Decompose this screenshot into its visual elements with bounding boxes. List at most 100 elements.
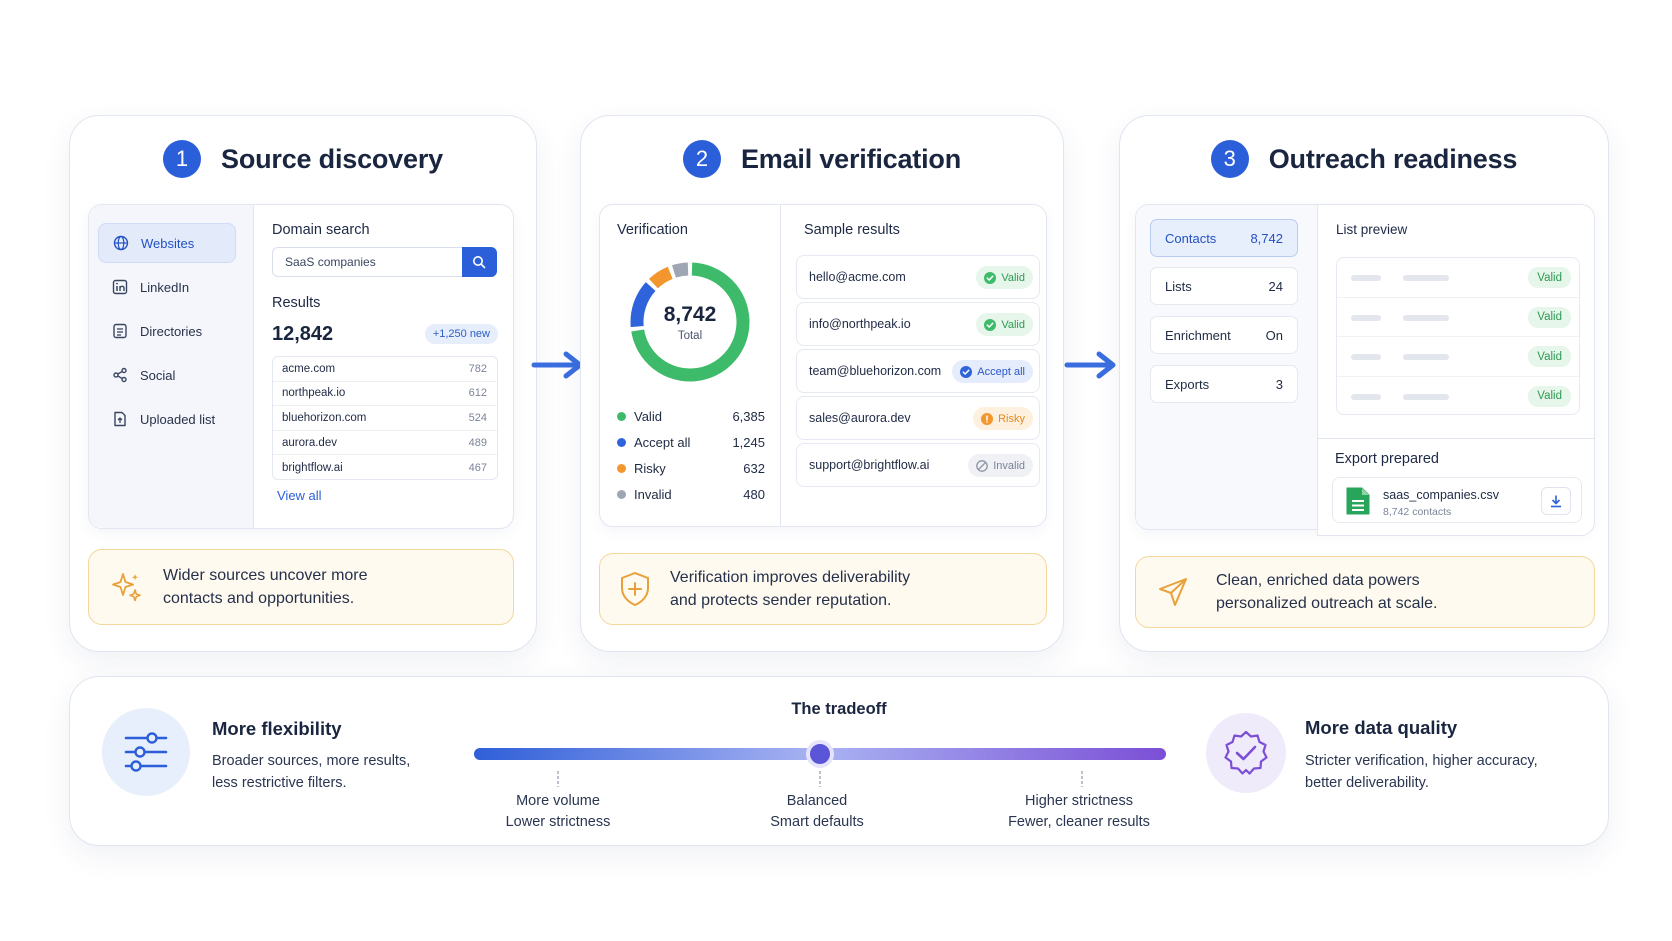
right-title: More data quality xyxy=(1305,717,1458,738)
step-outreach-readiness: 3 Outreach readiness Contacts 8,742 Lists 2… xyxy=(1119,115,1609,652)
stat-label: Lists xyxy=(1165,278,1192,294)
donut-slice xyxy=(648,266,673,289)
list-preview-row: Valid xyxy=(1337,298,1579,337)
status-label: Invalid xyxy=(993,459,1025,472)
list-preview-row: Valid xyxy=(1337,377,1579,417)
donut-total: 8,742 xyxy=(663,303,717,326)
status-badge: Invalid xyxy=(968,454,1033,477)
legend-item: Valid 6,385 xyxy=(617,403,765,429)
legend-value: 480 xyxy=(743,486,765,502)
domain-row[interactable]: brightflow.ai 467 xyxy=(273,455,497,480)
verification-label: Verification xyxy=(617,222,688,238)
upload-file-icon xyxy=(114,411,126,427)
sample-email: team@bluehorizon.com xyxy=(809,364,942,378)
status-label: Valid xyxy=(1001,318,1025,331)
domain-count: 524 xyxy=(468,411,487,424)
donut-slice xyxy=(630,282,656,328)
view-all-link[interactable]: View all xyxy=(277,488,322,503)
donut-slice xyxy=(672,262,689,278)
note-line: personalized outreach at scale. xyxy=(1216,595,1438,612)
slider-thumb[interactable] xyxy=(806,740,834,768)
share-icon xyxy=(113,367,127,383)
placeholder-bar xyxy=(1403,393,1449,400)
scale-label-balanced: Balanced Smart defaults xyxy=(717,791,917,833)
note-text: Wider sources uncover more contacts and … xyxy=(163,564,368,610)
donut-chart xyxy=(630,262,750,382)
scale-label-volume: More volume Lower strictness xyxy=(458,791,658,833)
legend-dot xyxy=(617,463,626,473)
domain-row[interactable]: bluehorizon.com 524 xyxy=(273,406,497,431)
placeholder-bar xyxy=(1403,354,1449,360)
source-nav: Websites LinkedIn Directories Social Upl… xyxy=(89,205,254,528)
stat-value: 24 xyxy=(1268,278,1283,294)
scale-label-line: More volume xyxy=(516,793,600,809)
list-preview-row: Valid xyxy=(1337,258,1579,298)
legend-label: Risky xyxy=(634,460,666,476)
step-source-discovery: 1 Source discovery Websites LinkedIn Dir… xyxy=(69,115,537,652)
stat-value: 8,742 xyxy=(1250,230,1283,246)
step-number-badge: 3 xyxy=(1210,140,1249,178)
scale-label-line: Higher strictness xyxy=(1025,793,1133,809)
status-badge: Valid xyxy=(1528,385,1571,407)
note-line: Verification improves deliverability xyxy=(670,569,911,586)
search-icon xyxy=(473,255,486,268)
donut-total-label: Total xyxy=(677,330,703,342)
spreadsheet-file-icon xyxy=(1346,487,1370,515)
stat-card[interactable]: Exports 3 xyxy=(1150,365,1298,403)
results-count: 12,842 xyxy=(272,323,334,345)
stat-card[interactable]: Lists 24 xyxy=(1150,267,1298,305)
check-circle-icon xyxy=(984,271,997,284)
tradeoff-slider[interactable] xyxy=(470,737,1170,797)
domain-results-list: acme.com 782 northpeak.io 612 bluehorizon.co… xyxy=(272,356,498,480)
search-input[interactable] xyxy=(273,248,459,276)
legend-item: Invalid 480 xyxy=(617,481,765,507)
list-preview-rows: Valid Valid Valid Valid xyxy=(1336,257,1580,415)
domain-name: aurora.dev xyxy=(282,436,337,449)
domain-row[interactable]: northpeak.io 612 xyxy=(273,382,497,407)
donut-slice xyxy=(631,262,750,382)
new-results-badge: +1,250 new xyxy=(424,324,498,344)
left-description: Broader sources, more results, less rest… xyxy=(212,750,452,794)
nav-item-linkedin[interactable]: LinkedIn xyxy=(98,267,236,307)
sliders-icon xyxy=(124,732,168,772)
arrow-right-icon xyxy=(1064,351,1116,379)
legend-label: Invalid xyxy=(634,486,672,502)
search-button[interactable] xyxy=(461,246,497,277)
legend-item: Risky 632 xyxy=(617,455,765,481)
verification-summary: Verification 8,742 Total Valid 6,385 Accep… xyxy=(600,205,781,526)
stat-card[interactable]: Contacts 8,742 xyxy=(1150,219,1298,257)
stat-card[interactable]: Enrichment On xyxy=(1150,316,1298,354)
file-name: saas_companies.csv xyxy=(1383,488,1500,502)
download-icon xyxy=(1551,495,1561,508)
note-text: Verification improves deliverability and… xyxy=(670,566,910,612)
download-button[interactable] xyxy=(1541,487,1571,515)
export-file[interactable]: saas_companies.csv 8,742 contacts xyxy=(1332,477,1582,523)
domain-name: acme.com xyxy=(282,362,336,375)
nav-item-websites[interactable]: Websites xyxy=(98,223,236,263)
desc-line: less restrictive filters. xyxy=(212,775,347,791)
scale-label-line: Balanced xyxy=(786,793,848,809)
nav-item-social[interactable]: Social xyxy=(98,355,236,395)
sparkle-icon xyxy=(112,573,141,602)
list-preview-label: List preview xyxy=(1336,222,1408,237)
nav-item-directories[interactable]: Directories xyxy=(98,311,236,351)
legend-dot xyxy=(617,437,626,447)
desc-line: Stricter verification, higher accuracy, xyxy=(1305,753,1538,769)
nav-item-label: Websites xyxy=(141,235,195,251)
domain-row[interactable]: aurora.dev 489 xyxy=(273,431,497,456)
sample-result-row: hello@acme.com Valid xyxy=(796,255,1040,299)
nav-item-uploaded-list[interactable]: Uploaded list xyxy=(98,399,236,439)
blocked-icon xyxy=(976,459,989,472)
status-label: Accept all xyxy=(977,365,1025,378)
domain-name: northpeak.io xyxy=(282,387,346,400)
legend-dot xyxy=(617,411,626,421)
step-header: 2 Email verification xyxy=(581,140,1063,178)
legend-label: Accept all xyxy=(634,434,691,450)
list-preview-row: Valid xyxy=(1337,337,1579,377)
placeholder-bar xyxy=(1403,314,1449,321)
sample-email: info@northpeak.io xyxy=(809,317,911,331)
step-title: Email verification xyxy=(741,143,961,174)
domain-row[interactable]: acme.com 782 xyxy=(273,357,497,382)
flexibility-icon-circle xyxy=(102,708,190,796)
